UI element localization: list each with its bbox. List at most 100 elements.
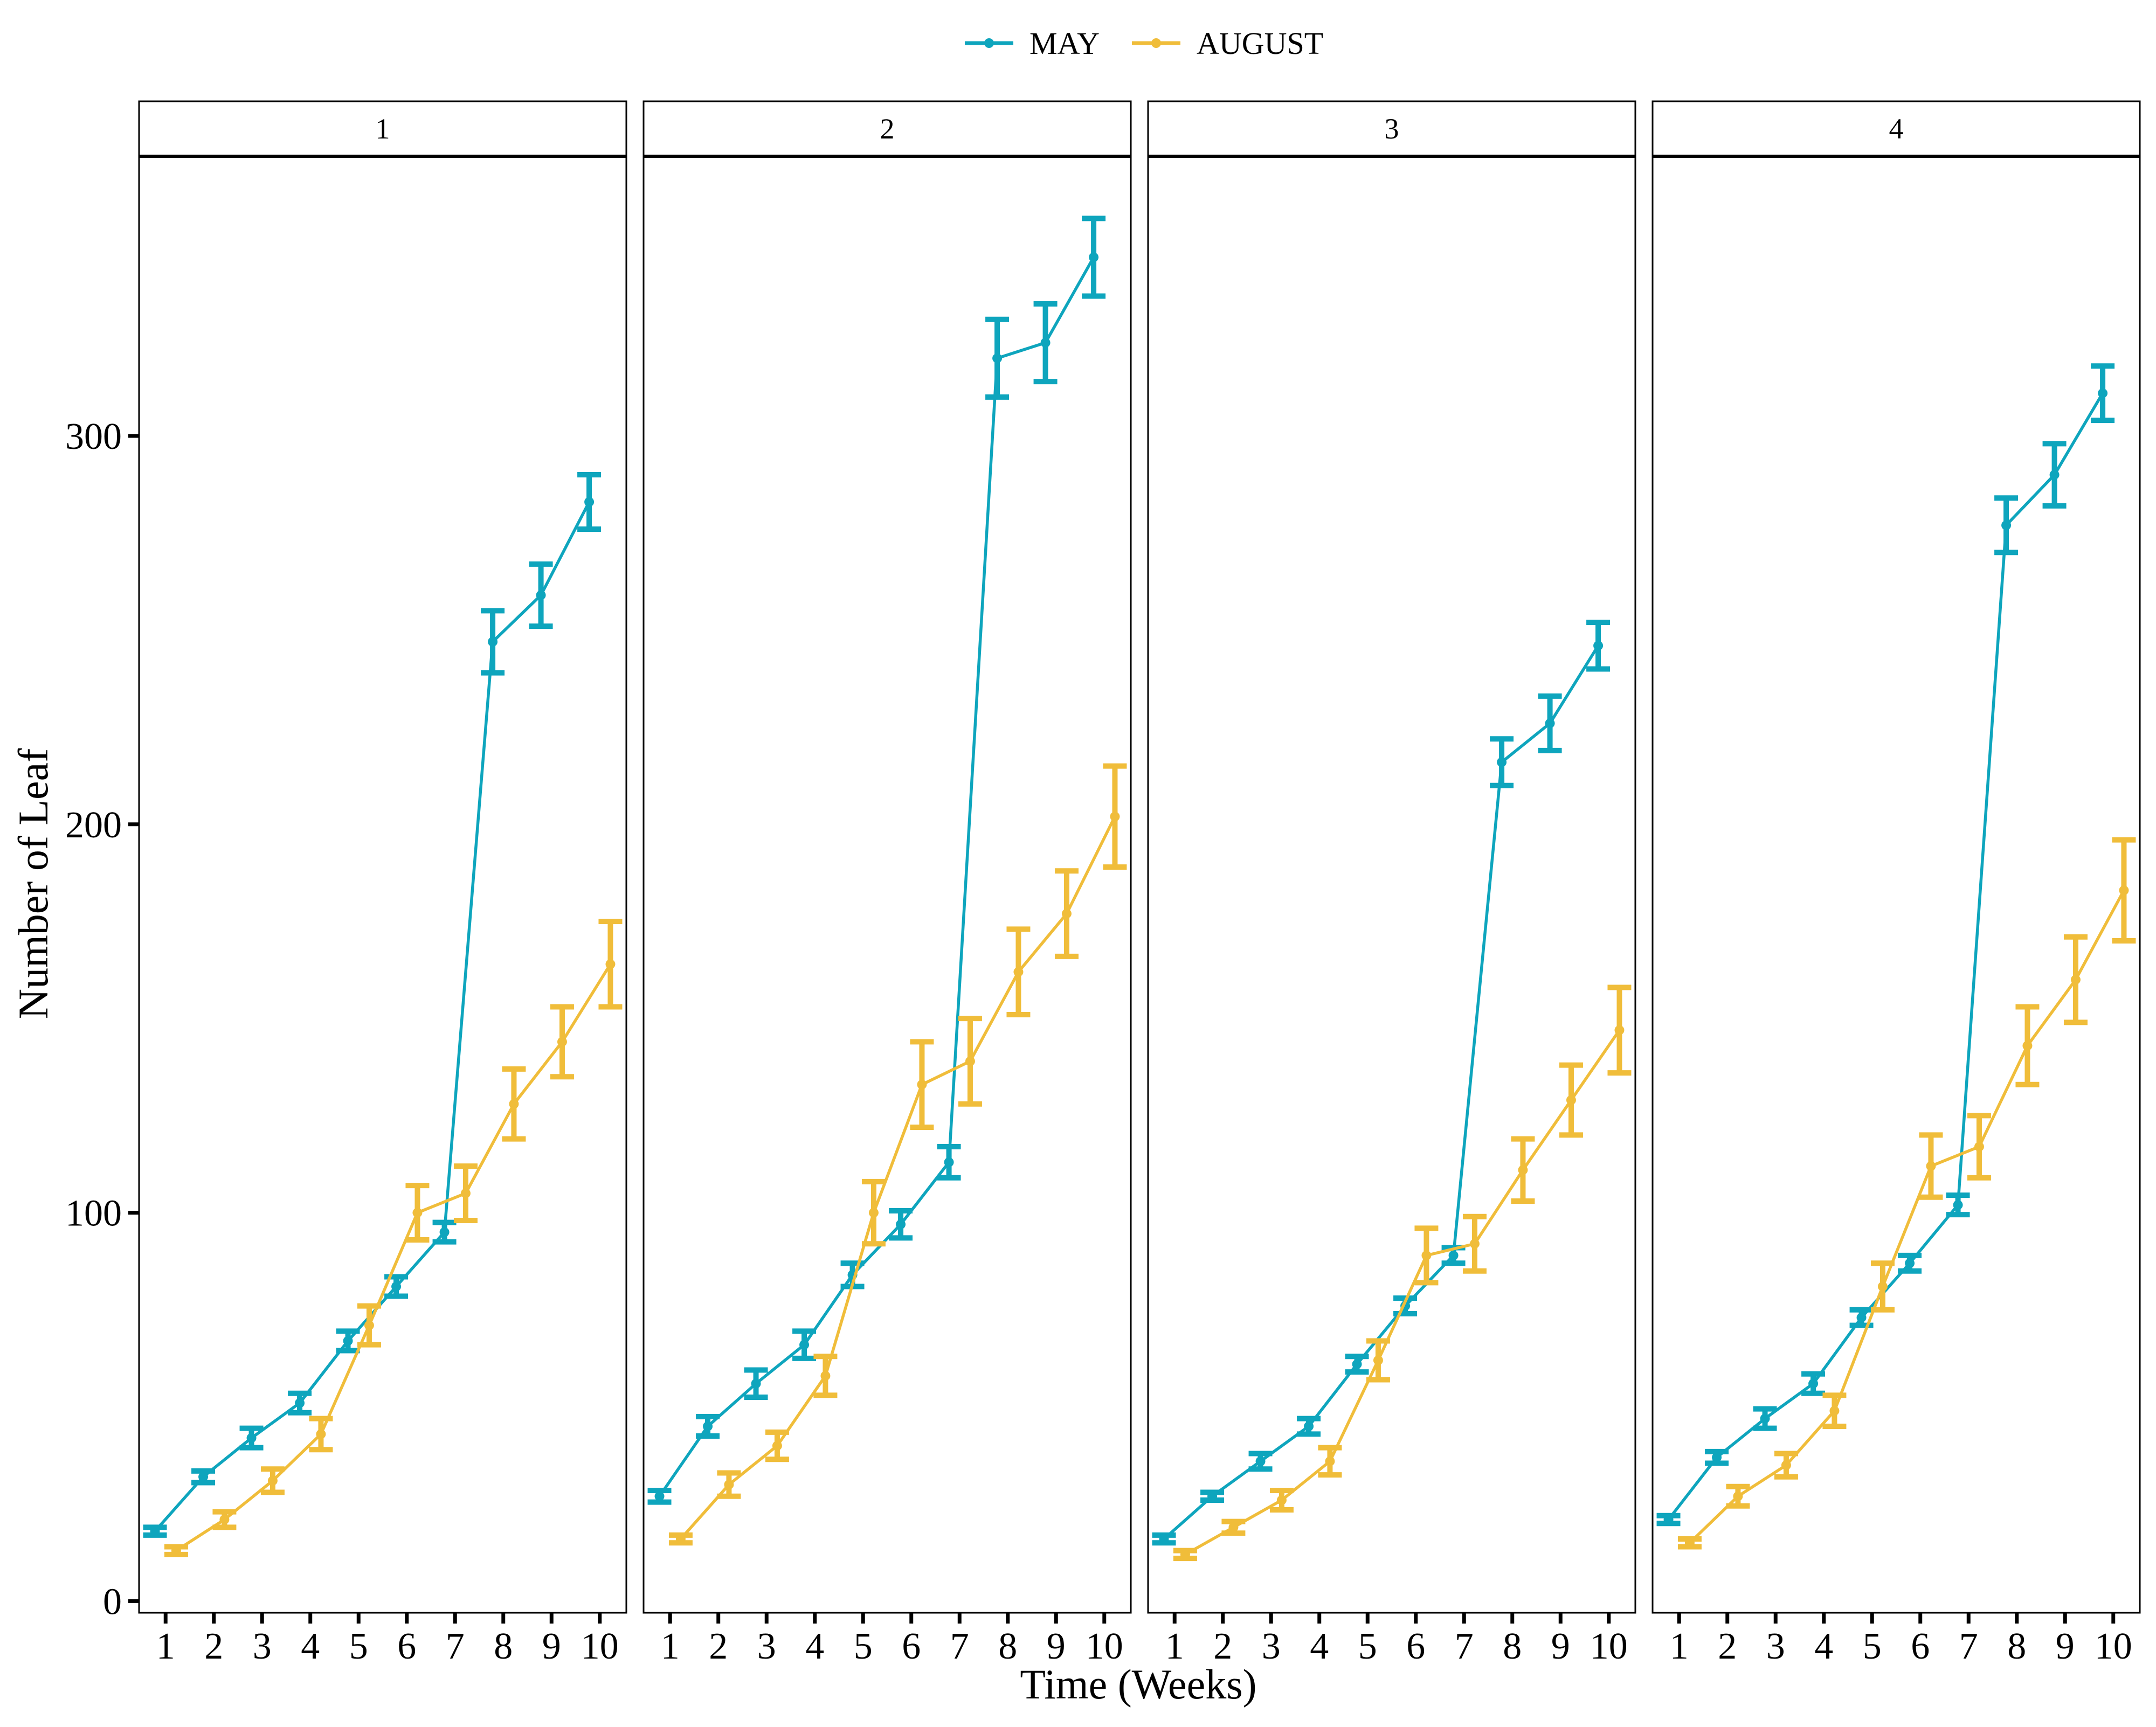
data-point-may-p3-w2	[1207, 1491, 1218, 1501]
data-point-may-p1-w2	[198, 1472, 209, 1482]
data-point-may-p2-w9	[1040, 337, 1051, 348]
facet-strip-label-1: 1	[376, 113, 390, 145]
data-point-august-p2-w1	[675, 1534, 686, 1544]
panel-border-4	[1651, 155, 2141, 1614]
facet-strip-label-2: 2	[880, 113, 895, 145]
data-point-may-p2-w3	[751, 1378, 761, 1389]
data-point-august-p2-w6	[917, 1079, 927, 1090]
x-tick-label-p2-10: 10	[1086, 1626, 1123, 1667]
data-point-may-p4-w2	[1712, 1452, 1722, 1462]
data-point-august-p4-w2	[1733, 1491, 1743, 1501]
x-tick-label-p2-9: 9	[1047, 1626, 1066, 1667]
data-point-august-p4-w4	[1829, 1406, 1840, 1416]
data-point-august-p1-w9	[557, 1037, 567, 1047]
data-point-august-p4-w8	[2022, 1041, 2033, 1051]
data-point-may-p1-w6	[391, 1281, 402, 1292]
x-tick-label-p2-3: 3	[757, 1626, 776, 1667]
data-point-may-p1-w3	[246, 1433, 257, 1443]
data-point-august-p3-w4	[1325, 1456, 1335, 1466]
data-point-august-p2-w5	[868, 1208, 879, 1218]
facet-strip-label-4: 4	[1889, 113, 1904, 145]
x-tick-label-p2-6: 6	[902, 1626, 921, 1667]
panel-border-3	[1147, 155, 1636, 1614]
data-point-august-p3-w8	[1518, 1165, 1528, 1175]
legend-label-august: AUGUST	[1197, 26, 1323, 61]
y-tick-label-100: 100	[65, 1193, 122, 1234]
series-line-may-panel-1	[154, 501, 591, 1532]
data-point-august-p4-w6	[1926, 1161, 1936, 1171]
y-axis-title: Number of Leaf	[10, 748, 57, 1019]
x-tick-label-p1-8: 8	[494, 1626, 513, 1667]
data-point-august-p2-w9	[1061, 908, 1072, 919]
data-point-august-p1-w6	[412, 1208, 423, 1218]
data-point-august-p4-w10	[2119, 885, 2129, 896]
x-tick-label-p1-4: 4	[301, 1626, 320, 1667]
x-tick-label-p4-3: 3	[1766, 1626, 1785, 1667]
x-tick-label-p2-2: 2	[709, 1626, 728, 1667]
data-point-august-p4-w5	[1877, 1281, 1888, 1292]
x-tick-label-p3-2: 2	[1213, 1626, 1232, 1667]
data-point-may-p1-w5	[343, 1336, 353, 1346]
data-point-may-p1-w4	[295, 1398, 305, 1408]
data-point-august-p1-w5	[364, 1320, 374, 1330]
x-tick-label-p4-6: 6	[1911, 1626, 1930, 1667]
data-point-august-p3-w3	[1276, 1495, 1287, 1505]
data-point-august-p3-w10	[1614, 1025, 1625, 1035]
series-line-may-panel-3	[1163, 644, 1600, 1541]
x-tick-label-p3-8: 8	[1503, 1626, 1522, 1667]
x-axis-title: Time (Weeks)	[1020, 1661, 1256, 1708]
x-tick-label-p4-9: 9	[2056, 1626, 2075, 1667]
data-point-may-p1-w1	[150, 1526, 160, 1536]
series-line-august-panel-3	[1184, 1029, 1621, 1556]
legend-key-point-august	[1151, 38, 1161, 48]
data-point-august-p4-w3	[1781, 1460, 1791, 1471]
data-point-august-p1-w4	[316, 1429, 326, 1439]
x-tick-label-p2-8: 8	[998, 1626, 1017, 1667]
data-point-may-p1-w8	[488, 637, 498, 647]
x-tick-label-p3-10: 10	[1590, 1626, 1628, 1667]
data-point-may-p3-w7	[1448, 1250, 1459, 1260]
data-point-august-p3-w6	[1421, 1250, 1432, 1260]
legend-label-may: MAY	[1029, 26, 1100, 61]
x-tick-label-p2-1: 1	[661, 1626, 680, 1667]
data-point-may-p2-w2	[703, 1421, 713, 1432]
facet-strip-3	[1147, 100, 1636, 157]
x-tick-label-p4-10: 10	[2095, 1626, 2132, 1667]
data-point-may-p1-w7	[439, 1227, 450, 1237]
data-point-august-p1-w2	[219, 1515, 230, 1525]
data-point-august-p2-w2	[724, 1480, 734, 1490]
y-tick-label-0: 0	[103, 1581, 122, 1622]
data-point-august-p4-w1	[1684, 1538, 1695, 1548]
data-point-may-p2-w4	[799, 1340, 810, 1350]
x-tick-label-p4-4: 4	[1814, 1626, 1833, 1667]
data-point-may-p1-w9	[536, 590, 546, 600]
data-point-may-p2-w8	[992, 353, 1003, 363]
x-tick-label-p4-5: 5	[1863, 1626, 1882, 1667]
data-point-august-p3-w5	[1373, 1355, 1383, 1365]
data-point-may-p4-w3	[1760, 1413, 1770, 1424]
data-point-may-p4-w4	[1808, 1378, 1819, 1389]
data-point-august-p3-w9	[1566, 1095, 1576, 1105]
x-tick-label-p1-1: 1	[156, 1626, 175, 1667]
data-point-may-p3-w10	[1593, 641, 1604, 651]
data-point-august-p1-w8	[509, 1099, 519, 1109]
panel-border-2	[642, 155, 1132, 1614]
legend-key-point-may	[984, 38, 994, 48]
data-point-may-p1-w10	[584, 497, 595, 507]
series-line-august-panel-2	[679, 816, 1116, 1540]
data-point-may-p4-w7	[1953, 1200, 1963, 1210]
x-tick-label-p2-7: 7	[950, 1626, 969, 1667]
x-tick-label-p1-9: 9	[542, 1626, 561, 1667]
data-point-may-p4-w1	[1663, 1515, 1674, 1525]
x-tick-label-p1-7: 7	[446, 1626, 465, 1667]
data-point-august-p3-w1	[1180, 1549, 1190, 1559]
data-point-august-p4-w7	[1974, 1142, 1984, 1152]
data-point-may-p4-w9	[2049, 470, 2060, 480]
x-tick-label-p4-2: 2	[1718, 1626, 1737, 1667]
data-point-may-p2-w1	[654, 1491, 665, 1501]
data-point-may-p4-w6	[1905, 1258, 1915, 1268]
data-point-may-p3-w5	[1352, 1359, 1362, 1369]
x-tick-label-p4-8: 8	[2007, 1626, 2026, 1667]
x-tick-label-p2-5: 5	[854, 1626, 873, 1667]
